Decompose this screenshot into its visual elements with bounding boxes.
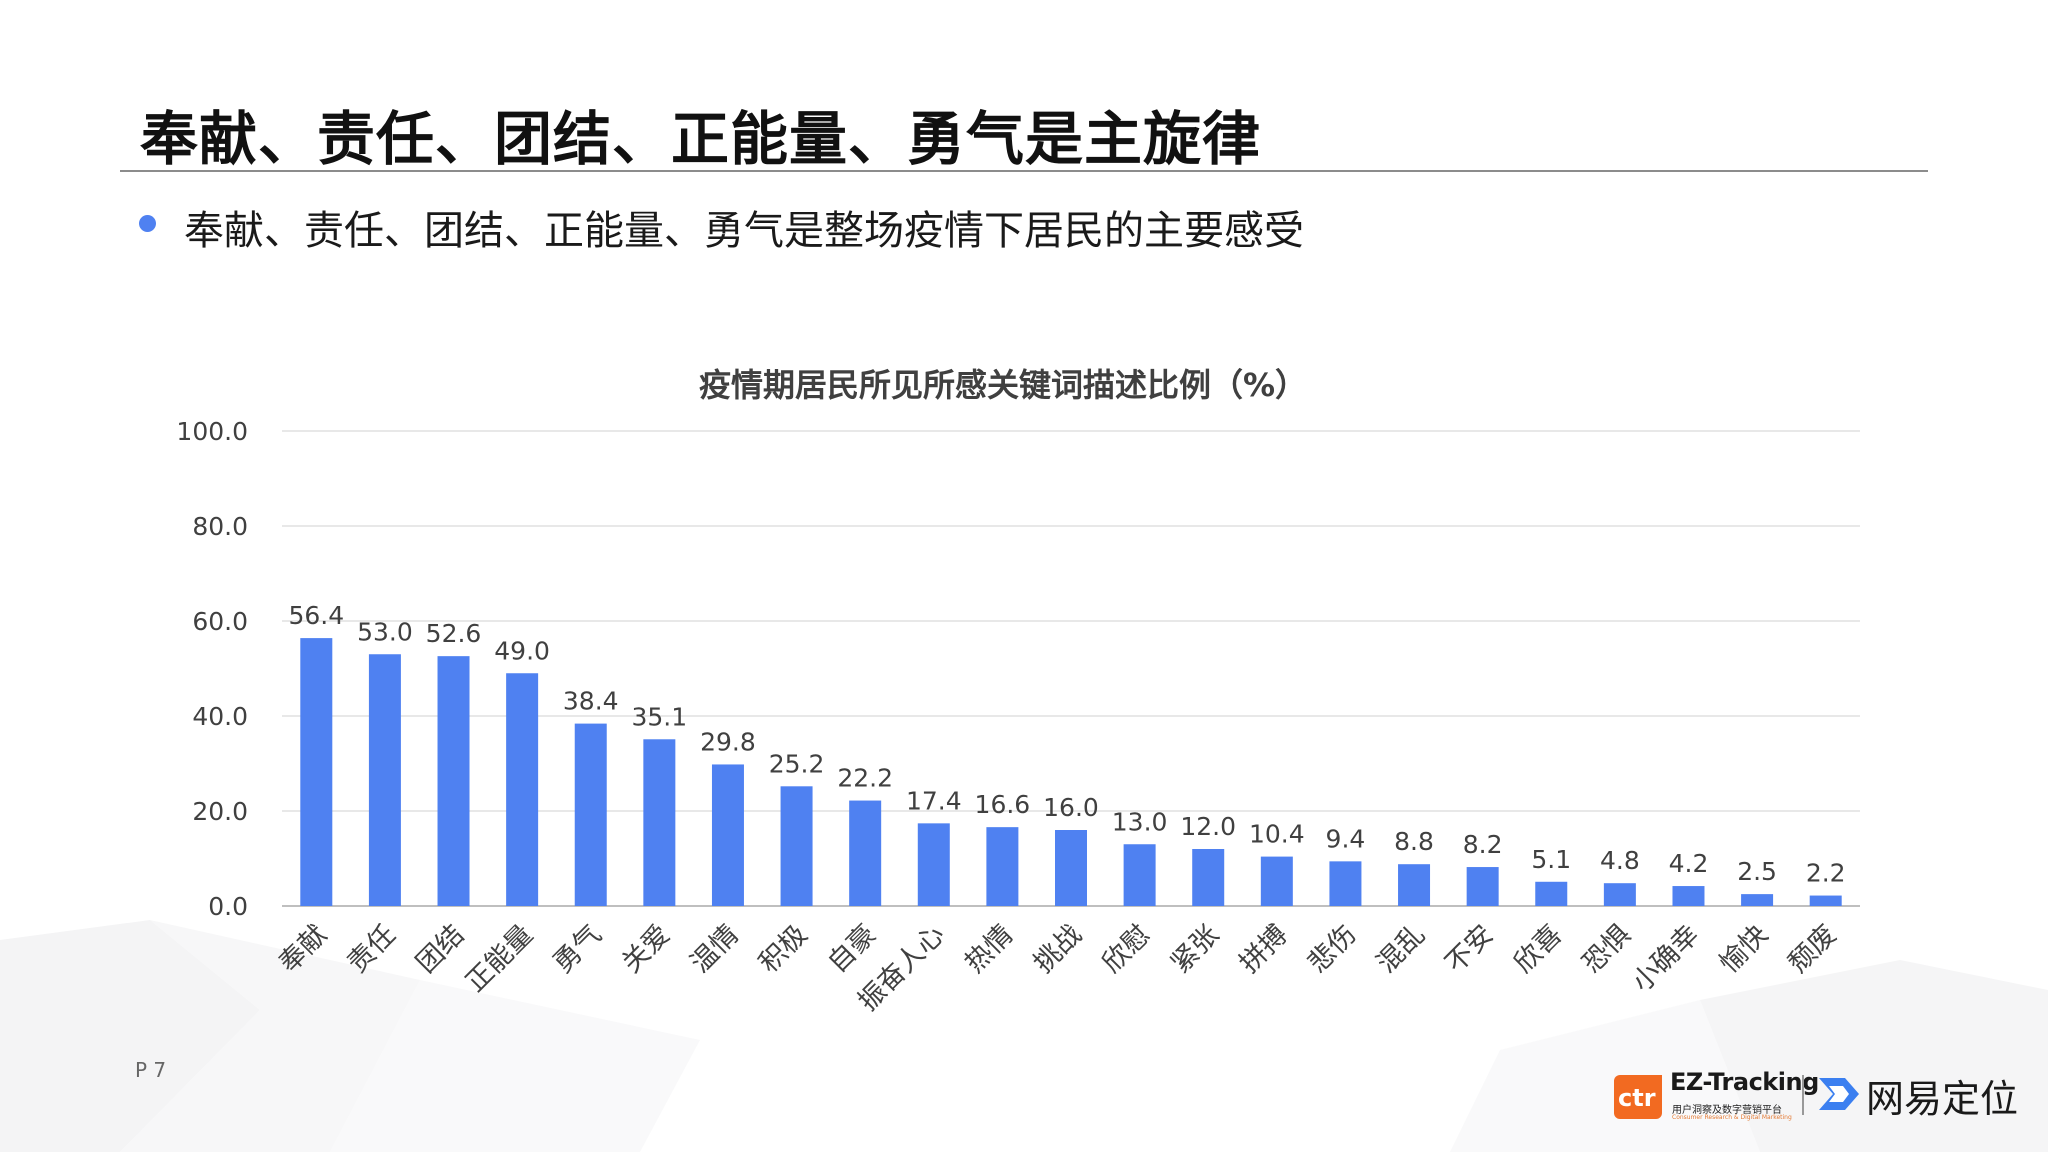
x-tick-label: 积极 (753, 919, 813, 979)
bar (300, 638, 333, 906)
x-tick-label: 自豪 (822, 919, 882, 979)
bar-value-label: 17.4 (906, 786, 962, 815)
wangyi-logo-text: 网易定位 (1866, 1077, 2019, 1121)
x-tick-label: 奉献 (273, 919, 333, 979)
logo-divider (1802, 1075, 1804, 1115)
bar-value-label: 25.2 (769, 749, 825, 778)
y-tick-label: 100.0 (176, 417, 248, 446)
x-tick-label: 勇气 (548, 919, 608, 979)
ez-tracking-subtitle-en: Consumer Research & Digital Marketing (1672, 1114, 1792, 1121)
bar-value-label: 35.1 (632, 702, 688, 731)
x-tick-label: 欣喜 (1508, 919, 1568, 979)
bar-value-label: 22.2 (837, 764, 893, 793)
x-tick-label: 悲伤 (1302, 919, 1362, 979)
bar (1192, 849, 1225, 906)
bar (986, 827, 1019, 906)
bar-value-label: 9.4 (1326, 824, 1366, 853)
x-tick-label: 欣慰 (1096, 919, 1156, 979)
bar-value-label: 5.1 (1531, 845, 1571, 874)
y-tick-label: 60.0 (192, 607, 248, 636)
bullet-text: 奉献、责任、团结、正能量、勇气是整场疫情下居民的主要感受 (184, 208, 1304, 254)
bar-value-label: 4.8 (1600, 846, 1640, 875)
y-tick-label: 0.0 (208, 892, 248, 921)
y-tick-label: 40.0 (192, 702, 248, 731)
bar (1260, 856, 1293, 906)
title-divider (120, 170, 1928, 172)
x-tick-label: 挑战 (1028, 919, 1088, 979)
bar (1398, 864, 1431, 906)
bar (711, 764, 744, 906)
bar (643, 739, 676, 906)
bar-value-label: 29.8 (700, 727, 756, 756)
slide-title: 奉献、责任、团结、正能量、勇气是主旋律 (140, 105, 1262, 173)
bar (1123, 844, 1156, 906)
x-tick-label: 拼搏 (1234, 919, 1294, 979)
bar-value-label: 16.0 (1043, 793, 1099, 822)
bar-value-label: 8.2 (1463, 830, 1503, 859)
page-number: P 7 (135, 1058, 167, 1082)
x-tick-label: 热情 (959, 919, 1019, 979)
x-tick-label: 责任 (342, 919, 402, 979)
bar (368, 654, 401, 906)
bar-value-label: 2.2 (1806, 859, 1846, 888)
bar (1535, 881, 1568, 906)
y-tick-label: 80.0 (192, 512, 248, 541)
bar-value-label: 10.4 (1249, 820, 1305, 849)
bar (849, 800, 882, 906)
x-tick-label: 愉快 (1714, 919, 1774, 979)
ez-tracking-subtitle: 用户洞察及数字营销平台 (1672, 1105, 1782, 1116)
bar-value-label: 16.6 (975, 790, 1031, 819)
x-tick-label: 关爱 (616, 919, 676, 979)
bar-value-label: 53.0 (357, 617, 413, 646)
bar (780, 786, 813, 906)
bar (1466, 867, 1499, 906)
bar (1809, 895, 1842, 906)
bar (917, 823, 950, 906)
bar (1329, 861, 1362, 906)
x-tick-label: 不安 (1439, 919, 1499, 979)
x-tick-label: 紧张 (1165, 919, 1225, 979)
x-tick-label: 恐惧 (1577, 919, 1637, 979)
x-tick-label: 温情 (685, 919, 745, 979)
bar-value-label: 56.4 (288, 601, 344, 630)
y-tick-label: 20.0 (192, 797, 248, 826)
x-tick-label: 混乱 (1371, 919, 1431, 979)
x-tick-label: 正能量 (460, 919, 539, 998)
x-tick-label: 小确幸 (1626, 919, 1705, 998)
bar-value-label: 38.4 (563, 687, 619, 716)
x-tick-label: 颓废 (1783, 919, 1843, 979)
bar-value-label: 8.8 (1394, 827, 1434, 856)
chart-title: 疫情期居民所见所感关键词描述比例（%） (699, 366, 1307, 404)
bar (506, 673, 539, 906)
bar (1603, 883, 1636, 906)
ctr-logo-text: ctr (1618, 1084, 1656, 1112)
bar-value-label: 13.0 (1112, 807, 1168, 836)
ctr-logo-icon (1614, 1075, 1662, 1119)
ez-tracking-logo: EZ-Tracking (1670, 1068, 1819, 1096)
bar (1741, 894, 1774, 906)
x-tick-label: 团结 (410, 919, 470, 979)
bar (1055, 830, 1087, 906)
bar-value-label: 4.2 (1669, 849, 1709, 878)
bar-value-label: 2.5 (1737, 857, 1777, 886)
arrow-location-icon (1819, 1078, 1859, 1110)
bar-value-label: 52.6 (426, 619, 482, 648)
bar-value-label: 12.0 (1180, 812, 1236, 841)
bar (437, 656, 470, 906)
bar (574, 723, 607, 906)
bullet-point-icon (139, 215, 156, 232)
bar-value-label: 49.0 (494, 636, 550, 665)
bar (1672, 886, 1705, 906)
